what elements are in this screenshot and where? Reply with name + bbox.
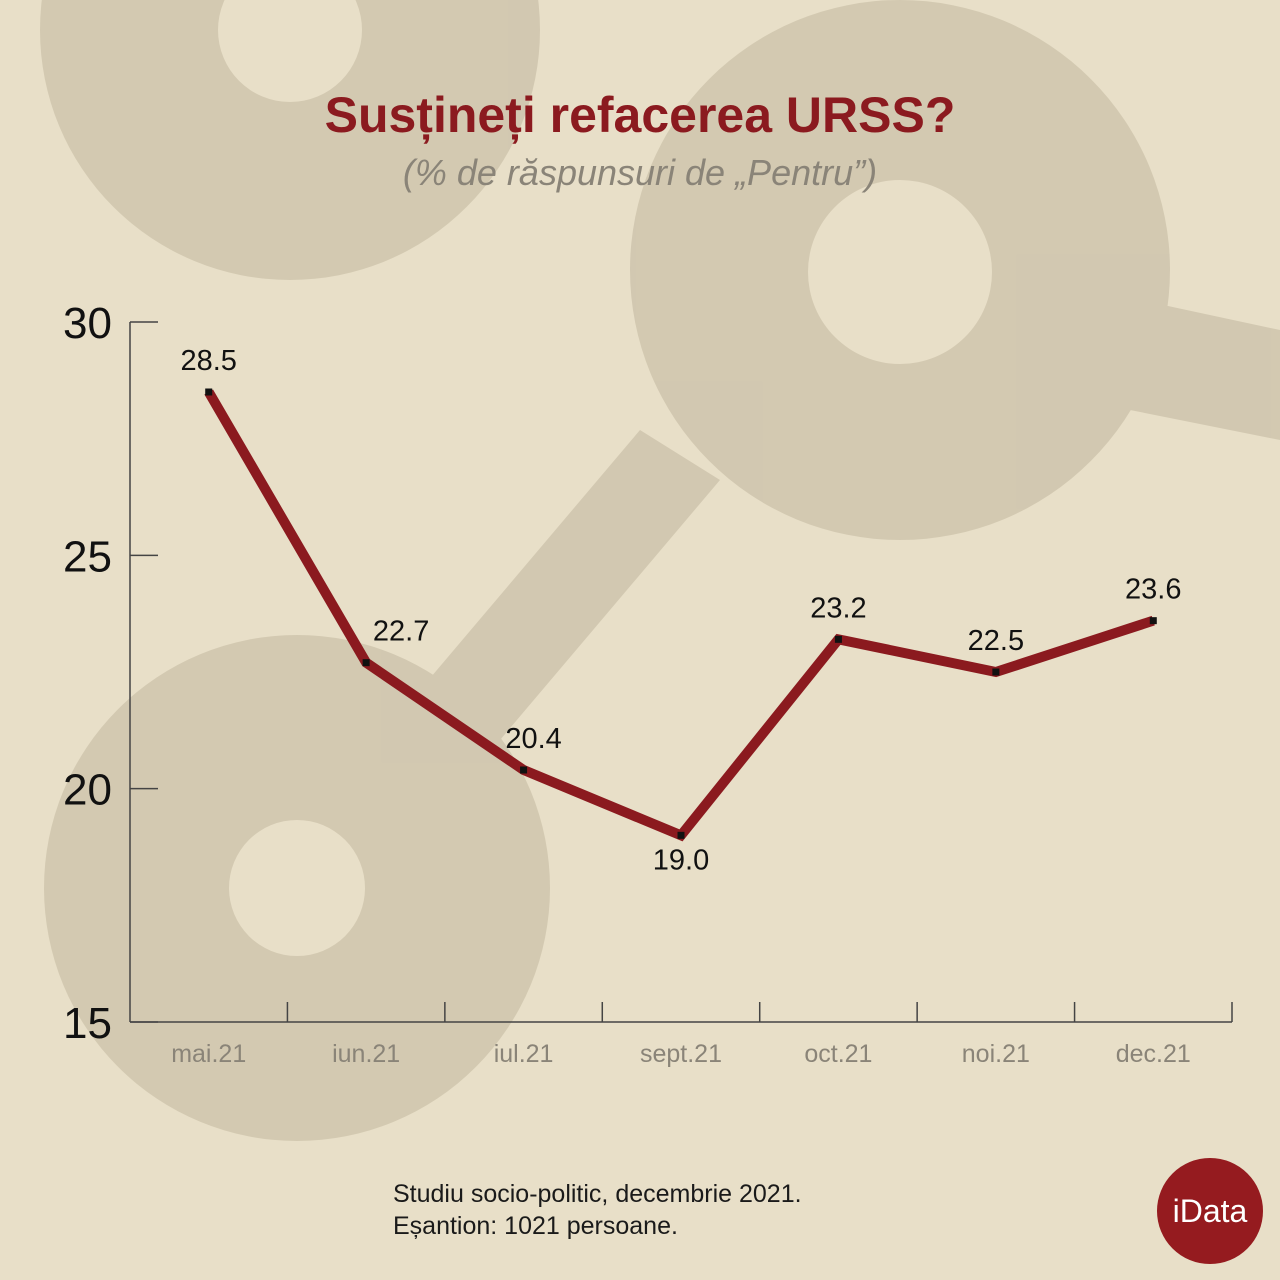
idata-logo: iData (1157, 1158, 1263, 1264)
data-label: 20.4 (505, 723, 561, 755)
data-label: 28.5 (180, 345, 236, 377)
data-label: 23.2 (810, 592, 866, 624)
y-tick-label: 30 (63, 299, 112, 348)
x-tick-label: iul.21 (494, 1040, 554, 1068)
data-point (992, 668, 1000, 676)
x-tick-label: oct.21 (804, 1040, 872, 1068)
footer-study: Studiu socio-politic, decembrie 2021. (393, 1180, 802, 1208)
data-label: 23.6 (1125, 574, 1181, 606)
chart-title: Susținеți refacerea URSS? (324, 87, 956, 143)
data-label: 22.5 (968, 625, 1024, 657)
series-line (204, 389, 1155, 842)
y-tick-label: 15 (63, 999, 112, 1048)
data-label: 22.7 (373, 616, 429, 648)
x-tick-label: dec.21 (1116, 1040, 1191, 1068)
data-point (677, 831, 685, 839)
footer-note: Studiu socio-politic, decembrie 2021. Eș… (393, 1178, 802, 1242)
data-label: 19.0 (653, 844, 709, 876)
data-point (834, 635, 842, 643)
footer-sample: Eșantion: 1021 persoane. (393, 1212, 678, 1240)
data-point (1149, 617, 1157, 625)
x-tick-label: noi.21 (962, 1040, 1030, 1068)
x-tick-label: mai.21 (171, 1040, 246, 1068)
chart-subtitle: (% de răspunsuri de „Pentru”) (402, 152, 878, 193)
data-point (205, 388, 213, 396)
y-tick-label: 20 (63, 766, 112, 815)
x-tick-label: iun.21 (332, 1040, 400, 1068)
data-point (362, 659, 370, 667)
data-point (520, 766, 528, 774)
y-tick-label: 25 (63, 532, 112, 581)
x-tick-label: sept.21 (640, 1040, 722, 1068)
